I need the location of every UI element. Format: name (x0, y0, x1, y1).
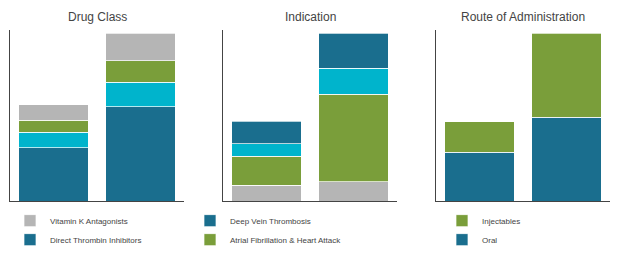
svg-text:Atrial Fibrillation & Heart At: Atrial Fibrillation & Heart Attack (230, 236, 341, 245)
svg-text:Deep Vein Thrombosis: Deep Vein Thrombosis (230, 217, 311, 226)
svg-text:Drug Class: Drug Class (68, 10, 127, 24)
svg-text:Route of Administration: Route of Administration (461, 10, 585, 24)
svg-text:Vitamin K Antagonists: Vitamin K Antagonists (50, 217, 128, 226)
svg-text:Indication: Indication (285, 10, 336, 24)
svg-text:Oral: Oral (482, 236, 497, 245)
svg-text:Direct Thrombin Inhibitors: Direct Thrombin Inhibitors (50, 236, 141, 245)
svg-text:Injectables: Injectables (482, 217, 520, 226)
